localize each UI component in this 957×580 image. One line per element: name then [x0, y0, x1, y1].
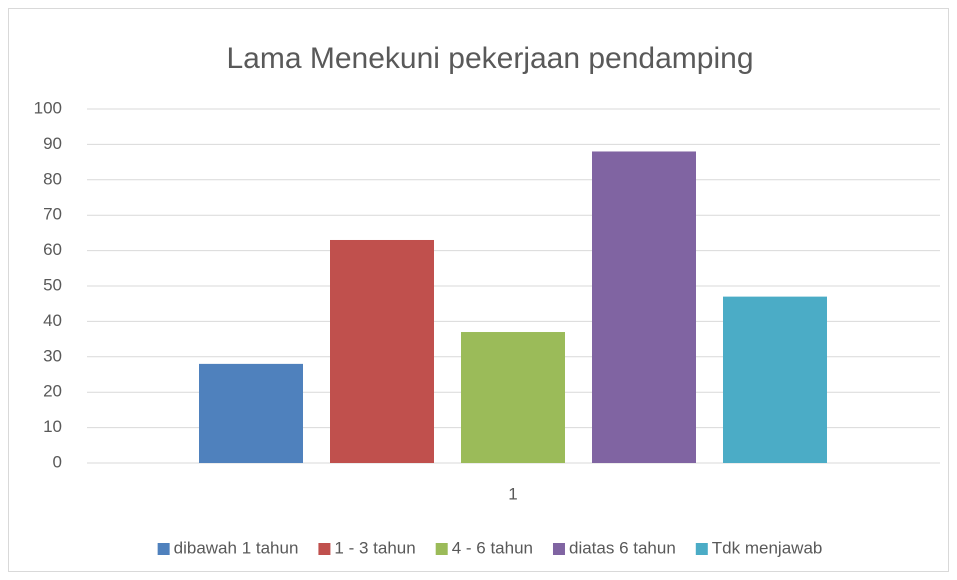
- bar: [199, 363, 303, 463]
- legend-label: 1 - 3 tahun: [334, 538, 415, 557]
- y-tick-label: 10: [43, 417, 62, 436]
- y-tick-label: 90: [43, 134, 62, 153]
- y-tick-label: 70: [43, 205, 62, 224]
- y-tick-label: 50: [43, 275, 62, 294]
- y-tick-label: 0: [53, 452, 62, 471]
- x-tick-label: 1: [508, 484, 517, 503]
- bar: [723, 296, 827, 463]
- legend-label: 4 - 6 tahun: [452, 538, 533, 557]
- legend-swatch: [695, 543, 708, 555]
- legend-swatch: [552, 543, 565, 555]
- legend-label: dibawah 1 tahun: [174, 538, 299, 557]
- y-tick-label: 40: [43, 311, 62, 330]
- y-tick-label: 30: [43, 346, 62, 365]
- bar: [461, 332, 565, 463]
- bar: [330, 239, 434, 463]
- chart-title: Lama Menekuni pekerjaan pendamping: [226, 42, 753, 75]
- y-tick-label: 20: [43, 382, 62, 401]
- bar: [592, 151, 696, 464]
- y-tick-label: 100: [34, 98, 62, 117]
- legend-label: Tdk menjawab: [712, 538, 823, 557]
- legend-swatch: [318, 543, 331, 555]
- legend-swatch: [435, 543, 448, 555]
- legend-label: diatas 6 tahun: [569, 538, 676, 557]
- y-tick-label: 80: [43, 169, 62, 188]
- chart-border: [8, 8, 949, 572]
- legend-swatch: [157, 543, 170, 555]
- y-tick-label: 60: [43, 240, 62, 259]
